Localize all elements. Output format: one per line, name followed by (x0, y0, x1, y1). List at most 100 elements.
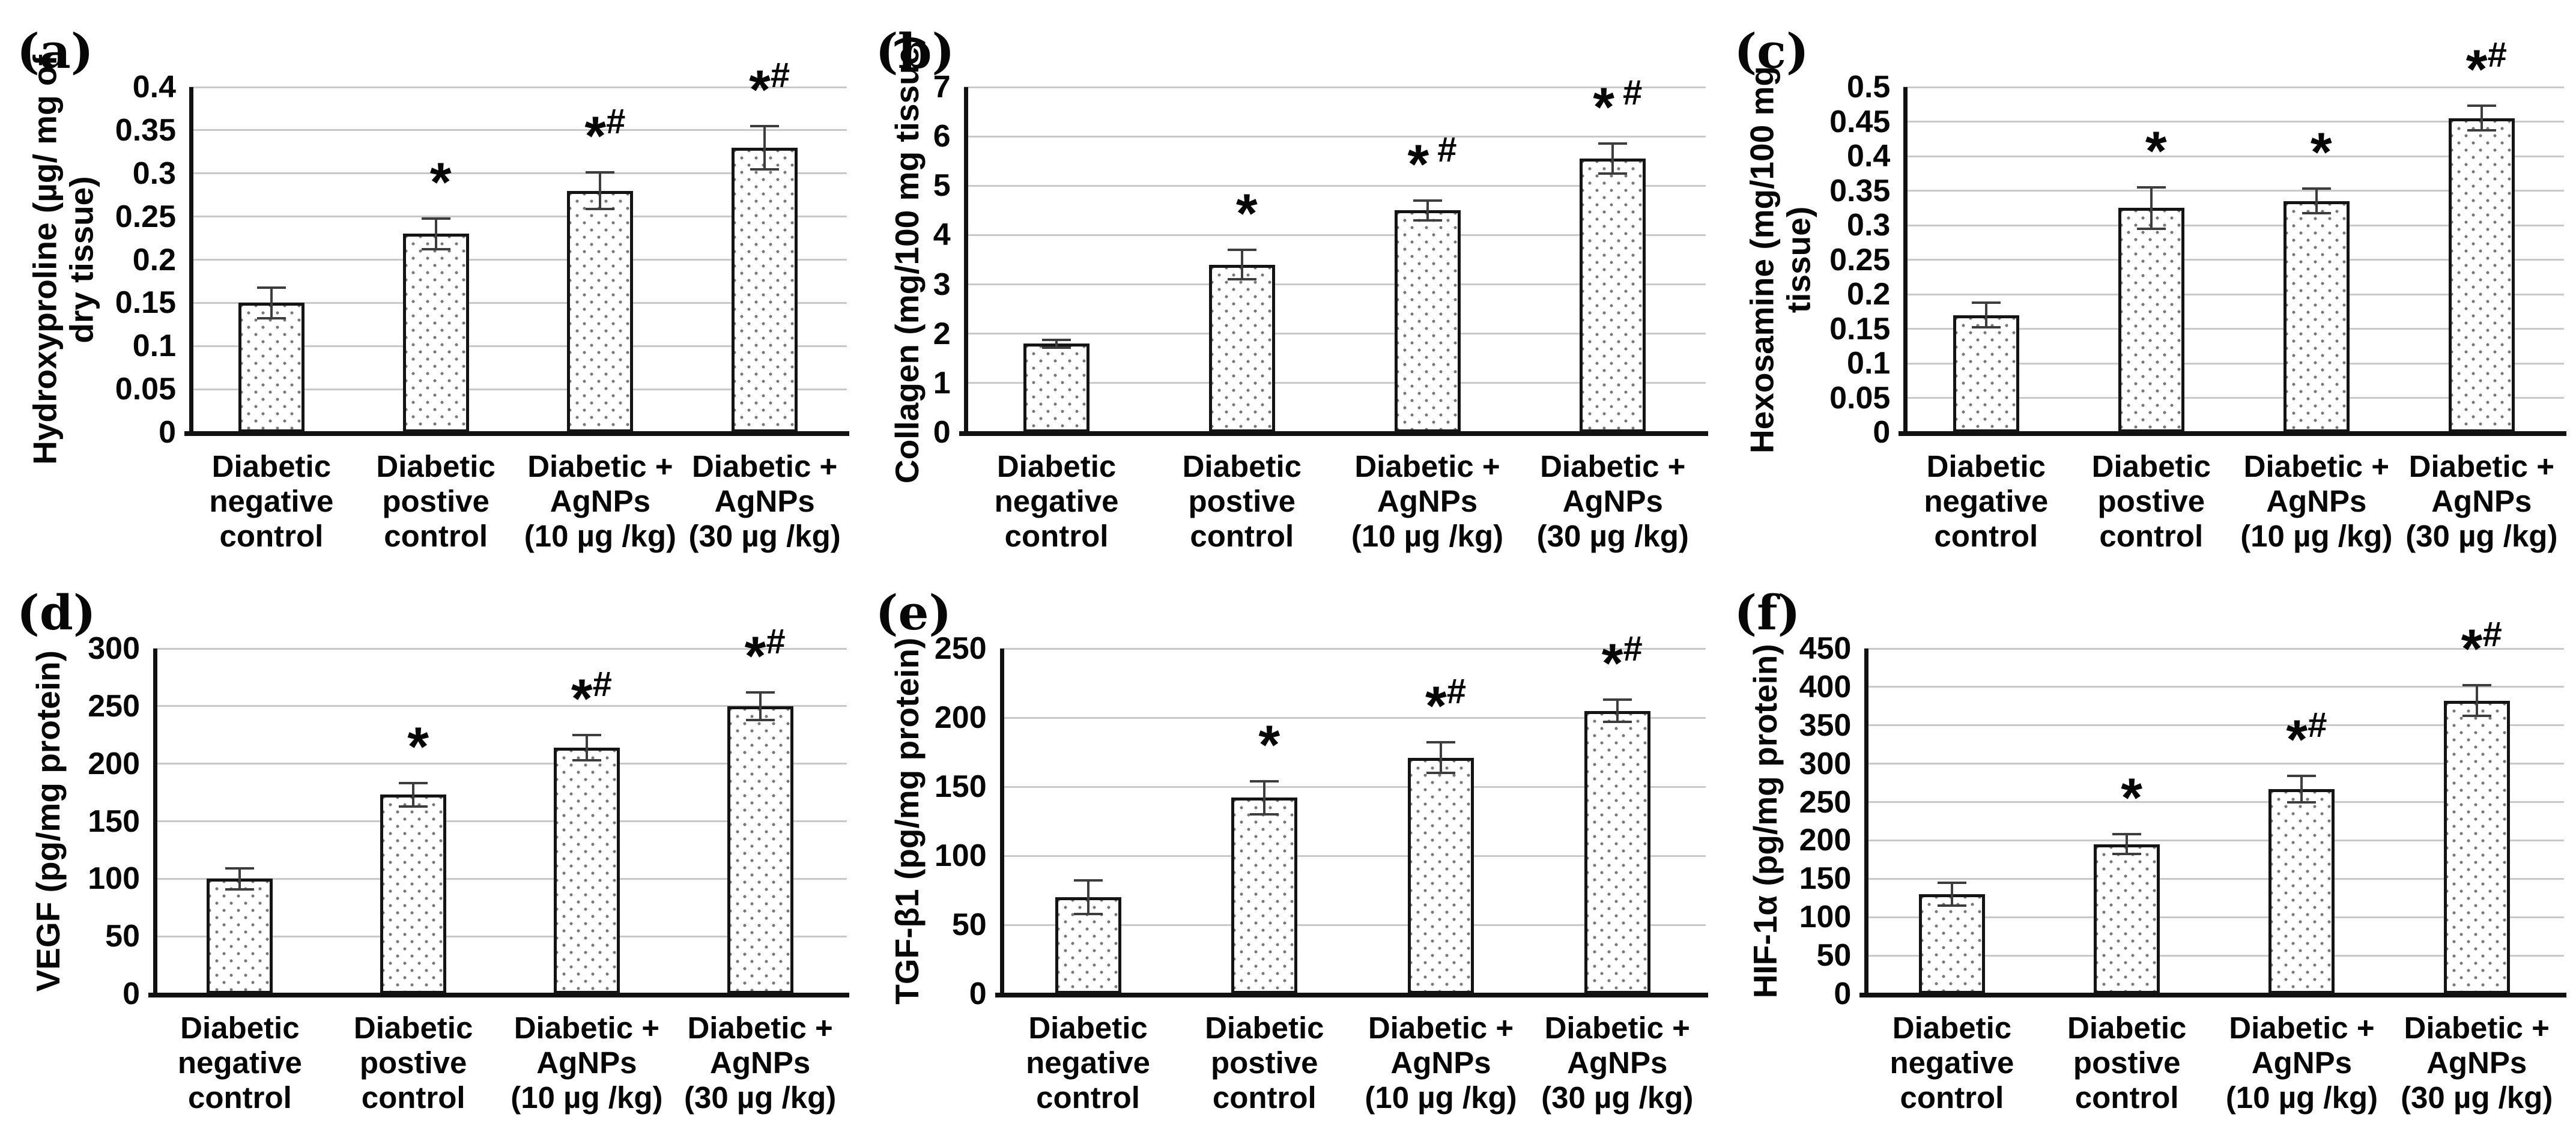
error-bar-cap (1937, 881, 1966, 884)
y-tick-label: 0 (969, 976, 987, 1011)
error-bar (1086, 880, 1089, 914)
bar (1953, 315, 2019, 432)
gridline (963, 135, 1706, 138)
gridline (1903, 328, 2565, 330)
significance-annotation: * (2041, 769, 2222, 827)
error-bar-cap (2302, 187, 2331, 190)
y-tick-label: 450 (1799, 631, 1852, 666)
panel-letter-f: (f) (1734, 584, 1801, 641)
error-bar-cap (2287, 801, 2317, 804)
y-tick-label: 0.45 (1829, 104, 1891, 139)
error-bar-cap (2467, 129, 2496, 132)
gridline (1903, 293, 2565, 295)
significance-annotation: * # (1342, 130, 1523, 193)
significance-annotation: * # (1356, 672, 1536, 737)
panel-d: (d) VEGF (pg/mg protein) 0 50 100 150 200 250… (0, 562, 859, 1123)
error-bar-cap (421, 217, 450, 220)
error-bar-cap (1042, 338, 1071, 341)
star-symbol: * (2465, 39, 2488, 101)
significance-annotation: * (328, 718, 508, 776)
error-bar (599, 172, 602, 209)
error-bar-cap (225, 888, 255, 891)
bar (2443, 700, 2510, 994)
error-bar-cap (1598, 142, 1628, 145)
category-label: Diabetic + AgNPs (10 µg /kg) (2225, 1011, 2378, 1115)
panel-letter-e: (e) (875, 584, 952, 641)
hash-symbol: # (766, 622, 786, 661)
significance-annotation: * # (679, 56, 859, 119)
category-label: Diabetic postive control (1182, 449, 1302, 554)
error-bar (2126, 834, 2129, 855)
bar (2283, 201, 2350, 432)
significance-annotation: * (1157, 185, 1337, 243)
error-bar-cap (256, 286, 286, 289)
bar (1584, 710, 1650, 994)
hash-symbol: # (770, 55, 790, 95)
category-label: Diabetic postive control (1205, 1011, 1324, 1115)
panel-e: (e) TGF-β1 (pg/mg protein) 0 50 100 150 200 2… (859, 562, 1718, 1123)
error-bar (412, 783, 415, 807)
error-bar (238, 868, 241, 889)
x-axis-line (959, 431, 1708, 436)
bar (727, 706, 793, 994)
y-tick-label: 150 (1799, 861, 1852, 897)
significance-annotation: * # (515, 102, 695, 168)
error-bar-cap (745, 691, 775, 694)
gridline (189, 172, 847, 175)
panel-f: (f) HIF-1α (pg/mg protein) 0 50 100 150 200 2… (1717, 562, 2576, 1123)
error-bar-cap (421, 248, 450, 251)
bar (1408, 757, 1474, 994)
error-bar-cap (2112, 853, 2142, 856)
y-axis-line (963, 87, 968, 435)
error-bar-cap (225, 867, 255, 870)
y-tick-label: 200 (1799, 823, 1852, 858)
star-symbol: * (584, 106, 607, 168)
error-bar (2150, 187, 2153, 229)
gridline (153, 935, 847, 937)
star-symbol: * (1425, 676, 1447, 737)
category-label: Diabetic + AgNPs (10 µg /kg) (2240, 449, 2393, 554)
bar (2094, 844, 2160, 994)
y-tick-label: 50 (1816, 938, 1852, 973)
y-tick-label: 0.3 (1847, 208, 1891, 243)
gridline (1864, 916, 2565, 918)
significance-annotation: * (1179, 716, 1359, 774)
gridline (153, 877, 847, 880)
hash-symbol: # (1446, 672, 1467, 712)
y-tick-label: 0.35 (115, 112, 176, 148)
error-bar-cap (2112, 833, 2142, 836)
y-tick-label: 200 (934, 700, 987, 735)
gridline (153, 705, 847, 707)
y-tick-label: 350 (1799, 707, 1852, 743)
significance-annotation: * # (1532, 629, 1712, 692)
gridline (153, 820, 847, 822)
gridline (1864, 686, 2565, 688)
error-bar-cap (586, 207, 615, 210)
bar (1394, 210, 1461, 432)
star-symbol: * (2145, 120, 2167, 182)
y-tick-label: 50 (951, 907, 987, 942)
error-bar-cap (2467, 104, 2496, 107)
panel-letter-b: (b) (875, 23, 955, 79)
gridline (1903, 224, 2565, 226)
category-label: Diabetic + AgNPs (30 µg /kg) (1536, 449, 1689, 554)
error-bar-cap (1971, 301, 2001, 304)
y-tick-label: 0.1 (132, 328, 176, 364)
gridline (189, 216, 847, 218)
category-label: Diabetic + AgNPs (30 µg /kg) (2401, 1011, 2553, 1115)
y-tick-label: 0.1 (1847, 346, 1891, 381)
error-bar-cap (1602, 720, 1632, 723)
y-tick-label: 1 (933, 365, 951, 401)
gridline (1903, 121, 2565, 123)
significance-annotation: * # (675, 622, 855, 685)
x-axis-line (148, 993, 849, 997)
bar (1055, 897, 1121, 994)
x-axis-line (1899, 431, 2567, 436)
error-bar (270, 287, 273, 319)
hash-symbol: # (1437, 130, 1457, 169)
error-bar-cap (1073, 879, 1103, 882)
hash-symbol: # (2487, 35, 2507, 75)
hash-symbol: # (2308, 706, 2327, 745)
bar (380, 795, 447, 994)
gridline (999, 855, 1706, 857)
